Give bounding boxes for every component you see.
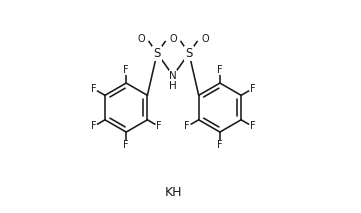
Text: F: F bbox=[250, 121, 255, 131]
Text: S: S bbox=[185, 47, 193, 60]
Text: F: F bbox=[250, 84, 255, 94]
Text: F: F bbox=[217, 140, 223, 150]
Text: O: O bbox=[169, 35, 177, 44]
Text: F: F bbox=[184, 121, 190, 131]
Text: O: O bbox=[169, 35, 177, 44]
Text: N: N bbox=[169, 71, 177, 81]
Text: KH: KH bbox=[164, 186, 182, 199]
Text: H: H bbox=[169, 81, 177, 91]
Text: O: O bbox=[201, 35, 209, 44]
Text: F: F bbox=[156, 121, 162, 131]
Text: S: S bbox=[153, 47, 161, 60]
Text: F: F bbox=[123, 140, 129, 150]
Text: F: F bbox=[123, 65, 129, 75]
Text: O: O bbox=[137, 35, 145, 44]
Text: F: F bbox=[91, 84, 96, 94]
Text: F: F bbox=[217, 65, 223, 75]
Text: F: F bbox=[91, 121, 96, 131]
